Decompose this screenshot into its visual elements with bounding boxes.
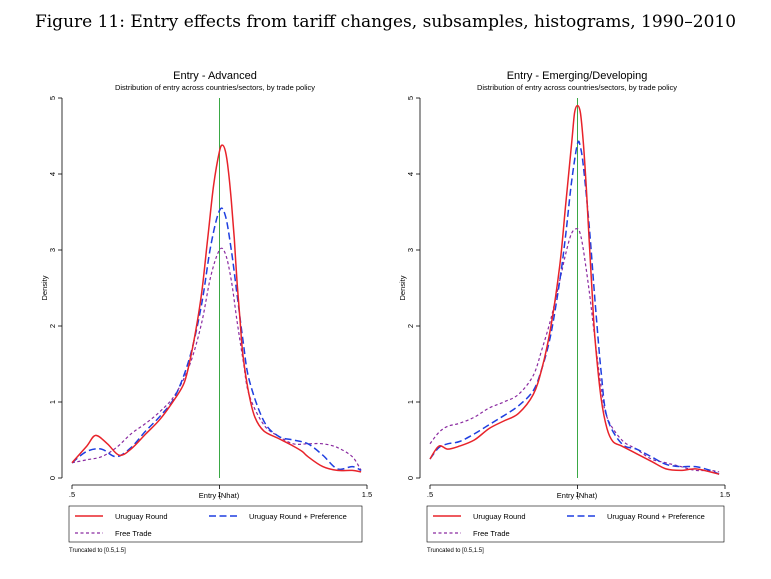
y-tick-label: 0 [406,476,415,480]
y-tick-label: 4 [406,172,415,176]
legend-box [426,505,725,543]
legend-label-free: Free Trade [115,529,152,538]
y-tick-label: 3 [406,248,415,252]
series-line-free-trade [71,247,362,471]
plot-area: 0 1 2 3 4 5 .5 1 1.5 [48,96,372,499]
truncation-note: Truncated to [0.5,1.5] [69,548,126,554]
x-axis-label: Entry (Nhat) [557,491,598,500]
y-tick-label: 5 [406,96,415,100]
y-tick-label: 4 [48,172,57,176]
x-axis-label: Entry (Nhat) [199,491,240,500]
y-tick-label: 2 [48,324,57,328]
panel-subtitle: Distribution of entry across countries/s… [477,83,677,92]
legend-label-free: Free Trade [473,529,510,538]
panel-emerging: Entry - Emerging/Developing Distribution… [398,70,730,554]
legend-label-uruguay: Uruguay Round [473,512,526,521]
series-line-uruguay-round [429,104,720,475]
x-tick-label: .5 [427,490,433,499]
x-tick-label: 1 [575,490,579,499]
legend-label-preference: Uruguay Round + Preference [607,512,705,521]
figure-title: Figure 11: Entry effects from tariff cha… [34,12,737,32]
panel-title: Entry - Emerging/Developing [507,70,648,82]
series-line-uruguay-round [71,144,362,473]
legend-label-uruguay: Uruguay Round [115,512,168,521]
panel-subtitle: Distribution of entry across countries/s… [115,83,315,92]
y-tick-label: 1 [48,400,57,404]
y-tick-label: 3 [48,248,57,252]
panel-advanced: Entry - Advanced Distribution of entry a… [40,70,372,554]
truncation-note: Truncated to [0.5,1.5] [427,548,484,554]
y-axis-label: Density [398,275,407,300]
panel-title: Entry - Advanced [173,70,257,82]
series-line-free-trade [429,228,720,473]
legend-box [68,505,363,543]
x-tick-label: 1 [217,490,221,499]
x-tick-label: 1.5 [362,490,372,499]
y-tick-label: 5 [48,96,57,100]
x-tick-label: .5 [69,490,75,499]
legend-label-preference: Uruguay Round + Preference [249,512,347,521]
series-line-uruguay-round-preference [71,207,362,472]
y-tick-label: 0 [48,476,57,480]
plot-area: 0 1 2 3 4 5 .5 1 1.5 [406,96,730,499]
series-line-uruguay-round-preference [429,140,720,475]
y-tick-label: 2 [406,324,415,328]
y-axis-label: Density [40,275,49,300]
y-tick-label: 1 [406,400,415,404]
x-tick-label: 1.5 [720,490,730,499]
